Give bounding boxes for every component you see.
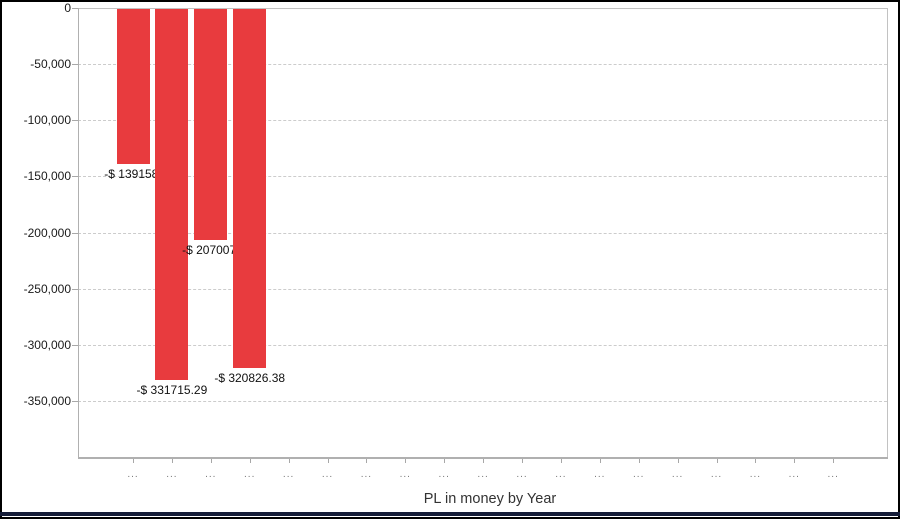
x-tick [638, 459, 640, 463]
h-gridline [78, 400, 887, 402]
x-tick-label: ... [749, 469, 762, 480]
y-tick-label: -150,000 [23, 169, 71, 184]
y-tick-label: -50,000 [30, 57, 71, 72]
x-tick-label: ... [555, 469, 567, 480]
x-tick [755, 459, 757, 463]
bar-value-label: -$ 320826.38 [214, 371, 286, 386]
x-tick [210, 459, 212, 463]
bar-value-label: -$ 331715.29 [136, 383, 208, 398]
x-tick [405, 459, 407, 463]
x-tick-label: ... [671, 469, 684, 480]
h-gridline [78, 344, 887, 346]
y-tick [72, 232, 78, 234]
x-tick-label: ... [594, 469, 606, 480]
y-tick-label: 0 [64, 1, 71, 15]
y-tick [72, 120, 78, 122]
x-tick-label: ... [205, 469, 217, 480]
h-gridline [78, 8, 887, 9]
x-tick-label: ... [399, 469, 411, 480]
y-tick [72, 400, 78, 402]
x-tick [483, 459, 485, 463]
x-tick [444, 459, 446, 463]
x-tick [560, 459, 562, 463]
y-tick [72, 176, 78, 178]
x-tick [171, 459, 173, 463]
x-tick [522, 459, 523, 463]
bar[interactable] [194, 9, 228, 241]
x-tick-label: ... [827, 469, 839, 480]
h-gridline [78, 64, 887, 66]
y-tick-label: -100,000 [23, 113, 71, 128]
bar-value-label: -$ 139158. [104, 167, 162, 182]
x-tick-label: ... [516, 469, 528, 480]
y-tick [72, 288, 78, 290]
x-tick [133, 459, 134, 463]
x-tick [833, 459, 835, 463]
x-tick [249, 459, 251, 463]
bar-value-label: -$ 207007. [182, 243, 240, 258]
x-tick-label: ... [788, 469, 800, 480]
x-tick [327, 459, 329, 463]
x-tick [599, 459, 601, 463]
y-axis-line [78, 8, 79, 457]
y-tick-label: -250,000 [23, 281, 71, 296]
h-gridline [78, 288, 887, 290]
window-bottom-strip [0, 512, 900, 516]
y-tick [72, 344, 78, 346]
x-tick [677, 459, 679, 463]
x-tick-label: ... [633, 469, 645, 480]
x-axis-line [78, 457, 888, 459]
x-tick [366, 459, 368, 463]
x-tick-label: ... [166, 469, 178, 480]
bar[interactable] [155, 9, 189, 381]
x-tick-label: ... [282, 469, 295, 480]
x-tick [716, 459, 718, 463]
x-tick-label: ... [127, 469, 139, 480]
h-gridline [78, 120, 887, 122]
x-tick-label: ... [477, 469, 489, 480]
y-tick-label: -200,000 [23, 225, 71, 240]
y-tick-label: -350,000 [23, 393, 71, 408]
x-tick-label: ... [438, 469, 450, 480]
x-tick [794, 459, 796, 463]
h-gridline [78, 176, 887, 178]
x-tick-label: ... [244, 469, 256, 480]
y-tick [72, 64, 78, 66]
h-gridline [78, 232, 887, 234]
plot-right-border [887, 8, 888, 457]
x-tick [288, 459, 290, 463]
y-tick [72, 8, 78, 9]
bar[interactable] [233, 9, 267, 369]
bar[interactable] [116, 9, 150, 165]
y-tick-label: -300,000 [23, 337, 71, 352]
x-tick-label: ... [710, 469, 723, 480]
x-tick-label: ... [360, 469, 373, 480]
x-axis-title: PL in money by Year [423, 491, 557, 507]
x-tick-label: ... [321, 469, 334, 480]
